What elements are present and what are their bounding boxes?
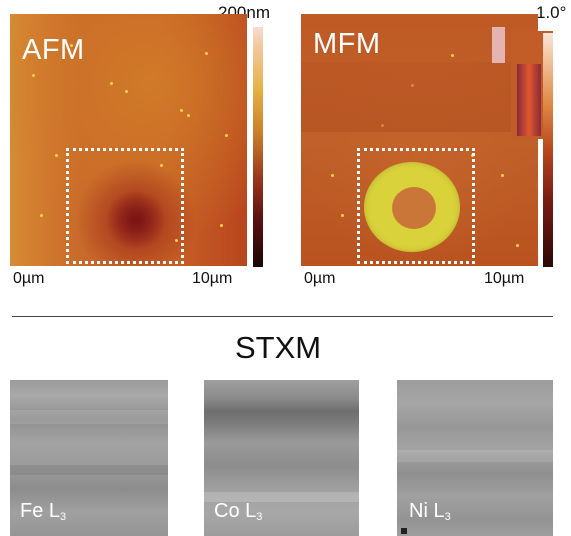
mfm-colorbar-max-label: 1.0° <box>536 3 567 22</box>
mfm-colorbar <box>543 33 553 267</box>
afm-image: AFM <box>10 14 247 266</box>
afm-scale-left: 0µm <box>13 270 45 287</box>
afm-scale-right: 10µm <box>192 270 233 287</box>
stxm-ni-label: Ni L3 <box>409 500 451 523</box>
stxm-ni-image: Ni L3 <box>397 380 553 536</box>
mfm-inset-strip <box>492 27 505 63</box>
stxm-title: STXM <box>235 330 322 365</box>
section-divider <box>12 316 553 317</box>
afm-title: AFM <box>22 34 85 66</box>
stxm-fe-image: Fe L3 <box>10 380 168 536</box>
stxm-co-label: Co L3 <box>214 500 263 523</box>
mfm-image: MFM <box>301 14 538 266</box>
stxm-co-image: Co L3 <box>204 380 359 536</box>
mfm-scale-right: 10µm <box>484 270 525 287</box>
mfm-scale-left: 0µm <box>304 270 336 287</box>
afm-colorbar <box>253 27 263 267</box>
mfm-region-box <box>357 148 475 264</box>
mfm-title: MFM <box>313 28 381 60</box>
afm-region-box <box>66 148 184 264</box>
stxm-fe-label: Fe L3 <box>20 500 67 523</box>
